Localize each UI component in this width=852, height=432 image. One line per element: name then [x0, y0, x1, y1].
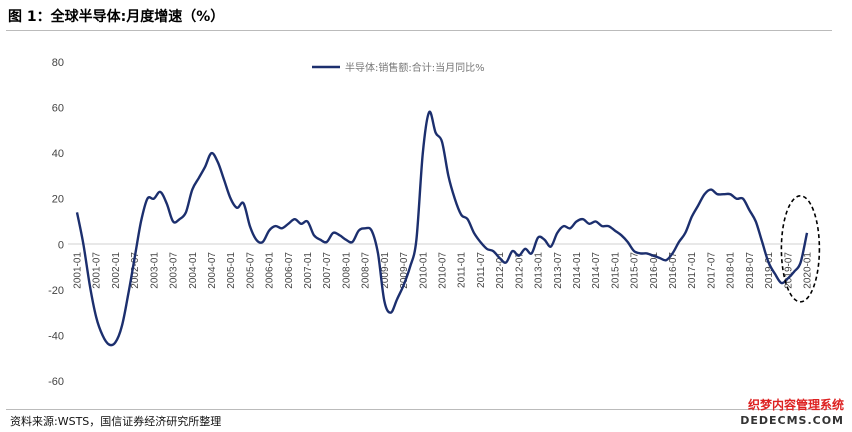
y-tick-label: 60 [52, 103, 64, 115]
x-tick-label: 2009-01 [380, 252, 391, 289]
x-tick-label: 2002-01 [111, 252, 122, 289]
watermark-text: 织梦内容管理系统 [747, 398, 844, 412]
x-tick-label: 2009-07 [399, 252, 410, 289]
bottom-divider [6, 409, 832, 410]
x-tick-label: 2010-01 [418, 252, 429, 289]
source-note: 资料来源:WSTS，国信证券经济研究所整理 [10, 415, 222, 428]
legend: 半导体:销售额:合计:当月同比% [312, 61, 485, 74]
x-tick-label: 2011-07 [476, 252, 487, 288]
x-tick-label: 2008-07 [361, 252, 372, 289]
legend-label: 半导体:销售额:合计:当月同比% [345, 61, 485, 74]
y-tick-label: -40 [48, 330, 64, 342]
x-axis-ticks: 2001-01 2001-07 2002-01 2002-07 2003-01 2003-… [73, 252, 814, 289]
x-tick-label: 2001-01 [73, 252, 84, 289]
x-tick-label: 2019-07 [783, 252, 794, 289]
highlight-ellipse [780, 195, 821, 303]
x-tick-label: 2017-01 [687, 252, 698, 289]
x-tick-label: 2012-07 [514, 252, 525, 289]
x-tick-label: 2014-01 [572, 252, 583, 289]
x-tick-label: 2005-07 [245, 252, 256, 289]
x-tick-label: 2007-07 [322, 252, 333, 289]
x-tick-label: 2020-01 [803, 252, 814, 289]
x-tick-label: 2015-07 [630, 252, 641, 289]
x-tick-label: 2014-07 [591, 252, 602, 289]
y-tick-label: -60 [48, 376, 64, 388]
x-tick-label: 2007-01 [303, 252, 314, 289]
series-line [75, 110, 809, 347]
x-tick-label: 2018-01 [726, 252, 737, 289]
y-tick-label: 80 [52, 57, 64, 69]
x-tick-label: 2013-07 [553, 252, 564, 289]
x-tick-label: 2011-01 [457, 252, 468, 288]
y-tick-label: 20 [52, 194, 64, 206]
line-chart: 80 60 40 20 0 -20 -40 -60 2001-01 2001-07 2002-01… [48, 57, 821, 388]
top-divider [6, 30, 832, 31]
x-tick-label: 2005-01 [226, 252, 237, 289]
x-tick-label: 2017-07 [706, 252, 717, 289]
x-tick-label: 2003-01 [149, 252, 160, 289]
x-tick-label: 2012-01 [495, 252, 506, 289]
x-tick-label: 2006-01 [265, 252, 276, 289]
x-tick-label: 2002-07 [130, 252, 141, 289]
x-tick-label: 2008-01 [341, 252, 352, 289]
x-tick-label: 2010-07 [438, 252, 449, 289]
x-tick-label: 2001-07 [92, 252, 103, 289]
y-tick-label: 0 [58, 239, 64, 251]
x-tick-label: 2018-07 [745, 252, 756, 289]
x-tick-label: 2004-07 [207, 252, 218, 289]
y-axis-ticks: 80 60 40 20 0 -20 -40 -60 [48, 57, 64, 388]
x-tick-label: 2006-07 [284, 252, 295, 289]
x-tick-label: 2003-07 [169, 252, 180, 289]
y-tick-label: -20 [48, 285, 64, 297]
watermark-url: DEDECMS.COM [740, 414, 844, 427]
x-tick-label: 2019-01 [764, 252, 775, 289]
x-tick-label: 2004-01 [188, 252, 199, 289]
x-tick-label: 2016-01 [649, 252, 660, 289]
chart-title: 图 1：全球半导体:月度增速（%） [8, 9, 225, 25]
x-tick-label: 2015-01 [610, 252, 621, 289]
x-tick-label: 2016-07 [668, 252, 679, 289]
x-tick-label: 2013-01 [534, 252, 545, 289]
y-tick-label: 40 [52, 148, 64, 160]
